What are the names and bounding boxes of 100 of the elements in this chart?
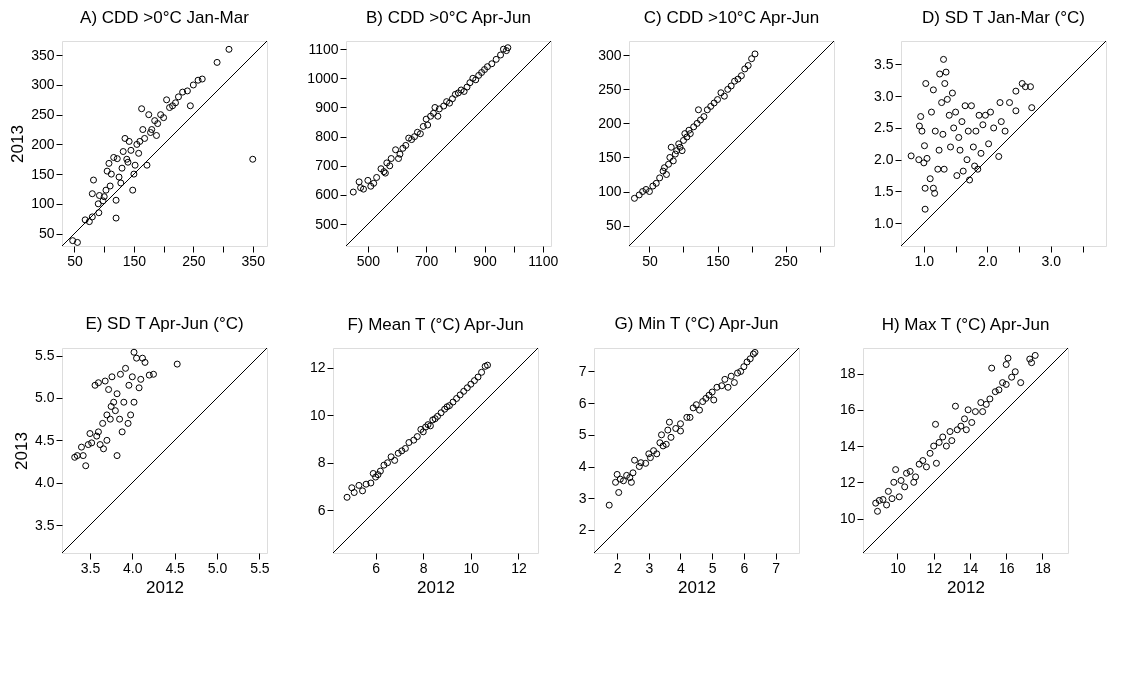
x-tick-label: 50 [642, 252, 658, 269]
point [703, 106, 711, 114]
point [84, 441, 92, 449]
point [443, 98, 451, 106]
x-tick-label: 150 [706, 252, 730, 269]
point [488, 60, 496, 68]
point [912, 473, 920, 481]
point [645, 450, 653, 458]
point [355, 178, 363, 186]
point [874, 507, 881, 515]
point [1002, 380, 1010, 388]
point [502, 47, 510, 55]
point [721, 375, 729, 383]
point [746, 355, 754, 363]
x-tick-label: 5.0 [207, 559, 228, 576]
point [971, 408, 979, 416]
point [946, 428, 954, 436]
point [103, 436, 111, 444]
point [481, 362, 489, 370]
point [110, 398, 118, 406]
x-tick-label: 10 [890, 559, 906, 576]
point [417, 425, 425, 433]
y-tick-label: 100 [598, 183, 622, 200]
point [888, 495, 896, 503]
point [662, 440, 670, 448]
point [392, 146, 400, 154]
point [1008, 373, 1016, 381]
x-tick-label: 900 [473, 252, 497, 269]
point [666, 153, 674, 161]
point [932, 420, 939, 428]
point [402, 141, 410, 149]
x-tick-label: 4.0 [123, 559, 143, 576]
point [394, 155, 402, 163]
point [492, 55, 500, 63]
y-tick-label: 1100 [308, 40, 339, 57]
x-tick-label: 250 [774, 252, 799, 269]
point [686, 413, 694, 421]
point [942, 442, 950, 450]
point [133, 354, 141, 362]
y-tick-label: 150 [31, 165, 55, 182]
point [108, 373, 116, 381]
x-tick-label: 1.0 [914, 252, 935, 269]
point [100, 445, 108, 453]
point [413, 128, 421, 136]
y-tick-label: 5 [578, 426, 587, 443]
y-tick-label: 3.5 [874, 55, 894, 72]
point [391, 456, 399, 464]
y-tick-label: 12 [839, 473, 856, 490]
point [99, 419, 107, 427]
point [968, 419, 976, 426]
point [926, 449, 934, 457]
point [656, 174, 664, 182]
point [427, 112, 435, 120]
y-axis-title: 2013 [8, 125, 28, 163]
point [657, 431, 665, 439]
point [883, 501, 891, 509]
point [394, 449, 402, 457]
point [422, 115, 430, 123]
point [350, 489, 358, 497]
point [484, 361, 492, 369]
chart-title: G) Min T (°C) Apr-Jun [614, 314, 779, 334]
x-axis-title: 2012 [417, 577, 455, 597]
point [474, 373, 482, 381]
point [724, 85, 732, 93]
point [478, 69, 486, 76]
point [369, 469, 377, 477]
point [499, 45, 507, 53]
point [892, 466, 900, 474]
x-tick-label: 4 [677, 559, 686, 576]
x-tick-label: 3.5 [80, 559, 101, 576]
point [612, 478, 620, 486]
point [681, 130, 689, 138]
point [1004, 354, 1012, 362]
y-tick-label: 18 [839, 365, 856, 382]
point [349, 188, 357, 196]
point [694, 106, 702, 114]
point [679, 136, 687, 144]
point [481, 66, 489, 74]
point [127, 411, 135, 419]
point [730, 379, 738, 387]
y-tick-label: 3.0 [874, 87, 894, 104]
point [446, 99, 454, 107]
point [103, 411, 111, 419]
point [748, 55, 756, 63]
point [460, 387, 468, 395]
point [373, 173, 381, 181]
point [124, 419, 132, 427]
point [650, 447, 658, 455]
point [872, 499, 880, 507]
point [419, 122, 427, 130]
point [932, 459, 940, 467]
y-tick-label: 600 [315, 186, 339, 203]
point [720, 92, 728, 100]
point [664, 426, 672, 434]
point [116, 415, 124, 423]
point [961, 415, 968, 423]
point [910, 478, 918, 486]
x-tick-label: 10 [463, 559, 480, 576]
point [1011, 368, 1019, 376]
y-tick-label: 5.0 [35, 389, 55, 406]
